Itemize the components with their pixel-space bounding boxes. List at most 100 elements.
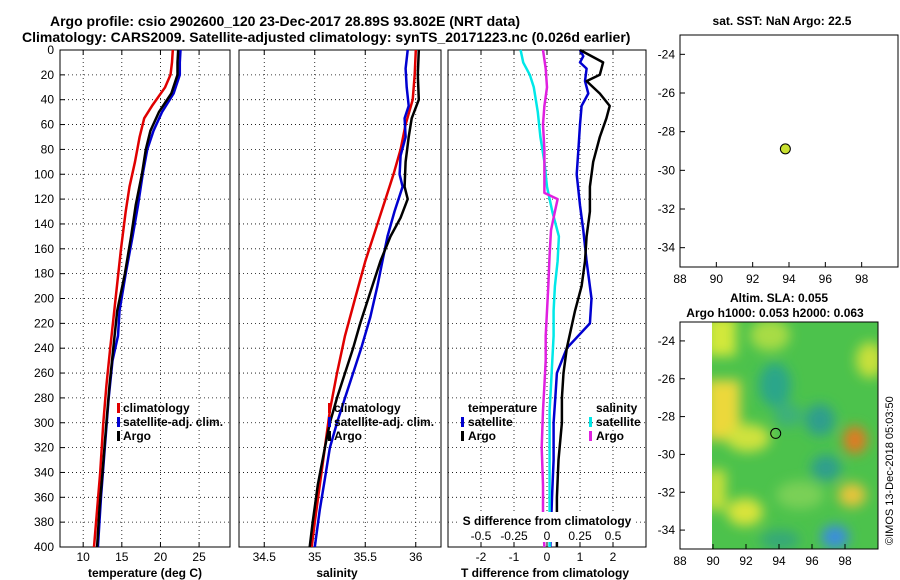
sst-map-points <box>779 143 791 155</box>
sst-map-tick-labels: 88 90 92 94 96 98 -24 -26 -28 -30 -32 -34 <box>658 47 869 286</box>
figure-title-line2: Climatology: CARS2009. Satellite-adjuste… <box>22 29 630 45</box>
secondary-x-tick-label: 0 <box>544 529 551 543</box>
y-tick-label: 200 <box>34 292 54 306</box>
sla-map-tick-labels: 88 90 92 94 96 98 -24 -26 -28 -30 -32 -34 <box>658 334 852 568</box>
temperature-x-axis-label: temperature (deg C) <box>88 566 202 580</box>
y-tick-label: -34 <box>658 241 676 255</box>
x-tick-label: 25 <box>192 550 206 564</box>
y-tick-label: 140 <box>34 217 54 231</box>
y-tick-label: -32 <box>658 485 676 499</box>
y-tick-label: 60 <box>41 118 55 132</box>
sla-map-title-line2: Argo h1000: 0.053 h2000: 0.063 <box>686 306 864 320</box>
y-tick-label: 180 <box>34 267 54 281</box>
x-tick-label: 20 <box>154 550 168 564</box>
legend-label-temperature-satellite: satellite <box>468 415 513 429</box>
legend-label-salinity-argo: Argo <box>596 429 624 443</box>
legend-swatch-salinity-satellite <box>589 417 592 427</box>
argo-location-marker <box>770 427 782 439</box>
x-tick-label: 92 <box>746 272 760 286</box>
difference-temperature-legend: temperature satellite Argo <box>461 401 538 443</box>
difference-x-tick-labels: -2 -1 0 1 2 <box>476 50 617 564</box>
y-tick-label: 340 <box>34 465 54 479</box>
x-tick-label: -1 <box>509 550 520 564</box>
x-tick-label: 10 <box>77 550 91 564</box>
secondary-x-tick-label: -0.25 <box>500 529 528 543</box>
secondary-x-tick-label: -0.5 <box>471 529 492 543</box>
y-tick-label: 400 <box>34 540 54 554</box>
y-tick-label: -32 <box>658 202 676 216</box>
x-tick-label: 92 <box>739 554 753 568</box>
legend-swatch-climatology <box>117 403 120 413</box>
x-tick-label: 1 <box>577 550 584 564</box>
sla-map-heatmap <box>712 322 878 549</box>
difference-salinity-legend: salinity satellite Argo <box>589 401 641 443</box>
y-tick-label: 160 <box>34 242 54 256</box>
legend-swatch-satellite <box>117 417 120 427</box>
legend-label-salinity-satellite: satellite <box>596 415 641 429</box>
y-tick-label: 260 <box>34 366 54 380</box>
y-tick-label: 40 <box>41 93 55 107</box>
y-tick-label: -24 <box>658 334 676 348</box>
difference-secondary-x-tick-labels: -0.5 -0.25 0 0.25 0.5 <box>471 529 622 543</box>
y-tick-label: -30 <box>658 163 676 177</box>
y-tick-label: 120 <box>34 192 54 206</box>
legend-label-argo: Argo <box>123 429 151 443</box>
x-tick-label: 96 <box>805 554 819 568</box>
x-tick-label: 0 <box>544 550 551 564</box>
x-tick-label: 98 <box>838 554 852 568</box>
x-tick-label: 35.5 <box>354 550 378 564</box>
x-tick-label: 34.5 <box>253 550 277 564</box>
x-tick-label: 90 <box>706 554 720 568</box>
legend-label-satellite: satellite-adj. clim. <box>334 415 434 429</box>
legend-swatch-satellite <box>328 417 331 427</box>
x-tick-label: 96 <box>819 272 833 286</box>
legend-swatch-temperature-satellite <box>461 417 464 427</box>
y-tick-label: -30 <box>658 447 676 461</box>
salinity-panel: 34.5 35 35.5 36 salinity climatology satell… <box>238 49 442 580</box>
legend-title-temperature: temperature <box>468 401 538 415</box>
difference-secondary-axis-box <box>458 512 636 542</box>
temperature-y-tick-labels: 0 20 40 60 80 100 120 140 160 180 200 220 240 260 280 3… <box>34 43 65 554</box>
y-tick-label: 240 <box>34 341 54 355</box>
legend-label-argo: Argo <box>334 429 362 443</box>
y-tick-label: -26 <box>658 372 676 386</box>
temperature-series-lines <box>92 49 182 548</box>
x-tick-label: 98 <box>855 272 869 286</box>
y-tick-label: 280 <box>34 391 54 405</box>
series-line-satellite-adj-clim- <box>313 49 410 548</box>
legend-label-climatology: climatology <box>123 401 190 415</box>
y-tick-label: -28 <box>658 410 676 424</box>
salinity-x-axis-label: salinity <box>316 566 358 580</box>
x-tick-label: 35 <box>308 550 322 564</box>
series-line-temperature-satellite <box>549 49 593 548</box>
series-line-argo <box>95 49 180 548</box>
legend-label-temperature-argo: Argo <box>468 429 496 443</box>
y-tick-label: 220 <box>34 316 54 330</box>
copyright-notice: ©IMOS 13-Dec-2018 05:03:50 <box>884 396 896 545</box>
sla-map-panel: Altim. SLA: 0.055 Argo h1000: 0.053 h200… <box>658 291 879 568</box>
y-tick-label: 320 <box>34 441 54 455</box>
series-line-argo <box>308 49 421 548</box>
argo-location-marker <box>779 143 791 155</box>
legend-label-satellite: satellite-adj. clim. <box>123 415 223 429</box>
y-tick-label: 0 <box>47 43 54 57</box>
y-tick-label: 20 <box>41 68 55 82</box>
sst-map-panel: sat. SST: NaN Argo: 22.5 88 90 92 94 96 98 -24… <box>658 14 899 286</box>
legend-swatch-argo <box>328 431 331 441</box>
x-tick-label: 36 <box>409 550 423 564</box>
secondary-x-tick-label: 0.5 <box>605 529 622 543</box>
x-tick-label: 88 <box>673 272 687 286</box>
temperature-legend: climatology satellite-adj. clim. Argo <box>117 401 223 443</box>
figure-title-line1: Argo profile: csio 2902600_120 23-Dec-20… <box>50 13 520 29</box>
series-line-climatology <box>92 49 175 548</box>
salinity-x-tick-labels: 34.5 35 35.5 36 <box>253 50 423 564</box>
legend-label-climatology: climatology <box>334 401 401 415</box>
legend-swatch-argo <box>117 431 120 441</box>
salinity-series-lines <box>308 49 421 548</box>
difference-secondary-x-axis-label: S difference from climatology <box>463 514 632 528</box>
temperature-grid <box>60 50 230 547</box>
series-line-salinity-satellite <box>519 49 561 547</box>
x-tick-label: 2 <box>610 550 617 564</box>
difference-panel: -2 -1 0 1 2 T difference from climatology S … <box>447 48 647 580</box>
